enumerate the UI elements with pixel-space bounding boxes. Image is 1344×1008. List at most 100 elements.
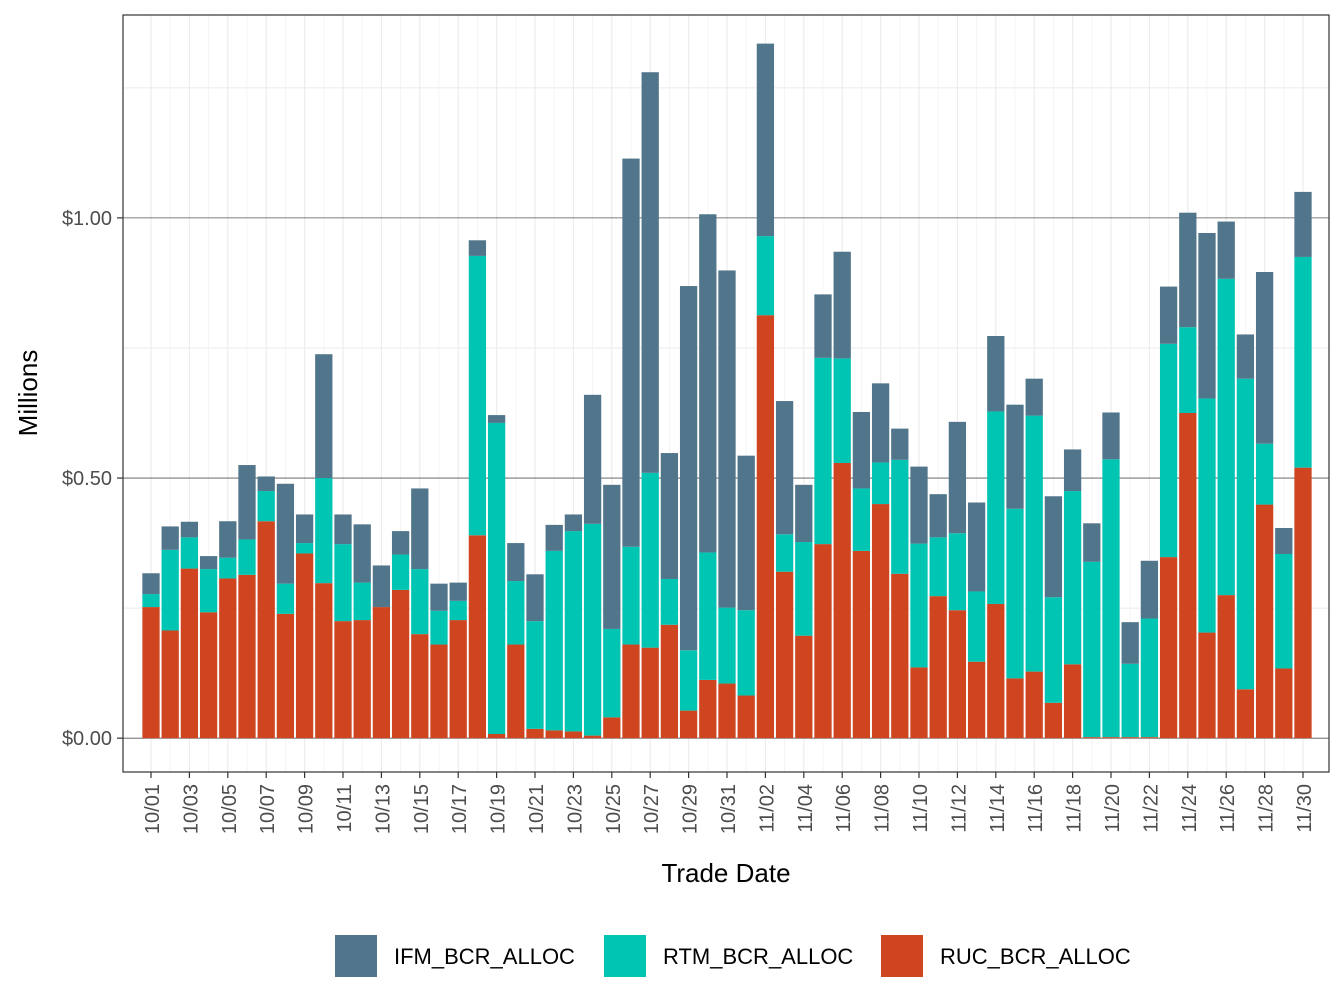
bar-rtm-bcr-alloc-10-28 <box>660 578 679 625</box>
bar-ifm-bcr-alloc-10-30 <box>699 214 717 553</box>
bar-ruc-bcr-alloc-10-30 <box>699 679 717 739</box>
x-tick-label: 10/29 <box>680 784 702 834</box>
bar-rtm-bcr-alloc-11-13 <box>967 591 986 662</box>
bar-rtm-bcr-alloc-11-03 <box>775 534 794 572</box>
x-tick-label: 10/09 <box>296 784 318 834</box>
bar-ruc-bcr-alloc-11-19 <box>1083 737 1101 739</box>
bar-ruc-bcr-alloc-10-03 <box>180 568 199 739</box>
bar-ruc-bcr-alloc-10-21 <box>526 728 544 739</box>
bar-ruc-bcr-alloc-11-18 <box>1063 664 1082 739</box>
bar-rtm-bcr-alloc-11-07 <box>852 488 871 551</box>
bar-ruc-bcr-alloc-10-10 <box>315 583 333 739</box>
x-tick-label: 11/12 <box>948 784 970 833</box>
bar-rtm-bcr-alloc-11-11 <box>929 537 947 597</box>
bar-ifm-bcr-alloc-11-18 <box>1063 449 1082 492</box>
bar-ruc-bcr-alloc-10-11 <box>334 621 352 739</box>
bar-ifm-bcr-alloc-11-13 <box>967 502 986 592</box>
bar-ifm-bcr-alloc-10-05 <box>219 521 237 558</box>
x-tick-label: 11/26 <box>1217 784 1239 833</box>
bar-ifm-bcr-alloc-11-12 <box>948 421 967 534</box>
bar-ifm-bcr-alloc-10-14 <box>391 531 410 555</box>
x-tick-label: 10/21 <box>526 784 548 834</box>
x-tick-label: 11/16 <box>1025 784 1047 833</box>
bar-ruc-bcr-alloc-11-12 <box>948 610 967 739</box>
bar-ruc-bcr-alloc-10-02 <box>161 630 179 739</box>
x-tick-label: 10/23 <box>564 784 586 834</box>
bar-rtm-bcr-alloc-10-03 <box>180 537 199 569</box>
bar-rtm-bcr-alloc-11-09 <box>891 459 909 574</box>
bar-ruc-bcr-alloc-11-16 <box>1025 671 1043 739</box>
bar-ruc-bcr-alloc-10-06 <box>238 574 256 739</box>
bar-rtm-bcr-alloc-10-09 <box>295 543 314 554</box>
bar-ruc-bcr-alloc-11-05 <box>814 544 832 739</box>
y-tick-label: $1.00 <box>62 208 112 230</box>
bar-ifm-bcr-alloc-11-02 <box>756 43 775 237</box>
bar-ruc-bcr-alloc-11-25 <box>1198 632 1216 739</box>
bar-rtm-bcr-alloc-11-20 <box>1102 459 1120 738</box>
bar-rtm-bcr-alloc-10-16 <box>430 610 448 645</box>
bar-ifm-bcr-alloc-10-27 <box>641 72 659 473</box>
bar-ifm-bcr-alloc-11-06 <box>833 251 851 359</box>
bar-ruc-bcr-alloc-10-26 <box>622 644 640 739</box>
bar-ruc-bcr-alloc-11-03 <box>775 571 794 739</box>
bar-rtm-bcr-alloc-11-28 <box>1255 443 1274 505</box>
bar-rtm-bcr-alloc-11-16 <box>1025 415 1043 672</box>
bar-rtm-bcr-alloc-11-14 <box>987 411 1005 604</box>
bar-ifm-bcr-alloc-10-04 <box>199 556 218 570</box>
bar-ruc-bcr-alloc-10-17 <box>449 620 467 739</box>
x-tick-label: 10/07 <box>257 784 279 834</box>
bar-ruc-bcr-alloc-10-09 <box>295 553 314 739</box>
bar-ruc-bcr-alloc-11-26 <box>1217 595 1235 739</box>
bar-ifm-bcr-alloc-10-03 <box>180 521 199 538</box>
bar-ifm-bcr-alloc-11-10 <box>910 466 928 544</box>
x-tick-label: 10/27 <box>641 784 663 834</box>
bar-ruc-bcr-alloc-11-28 <box>1255 504 1274 739</box>
bar-rtm-bcr-alloc-10-25 <box>603 628 621 718</box>
x-axis-ticks: 10/01 10/03 10/05 10/07 10/09 10/11 10/13 10/15… <box>142 772 1316 834</box>
legend-label: RUC_BCR_ALLOC <box>940 944 1131 969</box>
bar-rtm-bcr-alloc-10-01 <box>142 594 160 608</box>
bar-ruc-bcr-alloc-10-14 <box>391 589 410 739</box>
x-tick-label: 11/20 <box>1102 784 1124 833</box>
x-tick-label: 10/15 <box>411 784 433 834</box>
bar-rtm-bcr-alloc-11-23 <box>1159 343 1178 558</box>
bar-ifm-bcr-alloc-10-19 <box>487 415 506 423</box>
bar-ifm-bcr-alloc-10-01 <box>142 573 160 595</box>
bar-ifm-bcr-alloc-11-20 <box>1102 412 1120 460</box>
x-tick-label: 11/10 <box>910 784 932 833</box>
bar-rtm-bcr-alloc-10-30 <box>699 552 717 680</box>
bar-rtm-bcr-alloc-11-22 <box>1140 618 1159 738</box>
bar-ruc-bcr-alloc-11-21 <box>1121 737 1139 739</box>
bar-ifm-bcr-alloc-11-22 <box>1140 560 1159 619</box>
bar-ifm-bcr-alloc-11-05 <box>814 294 832 358</box>
bar-ruc-bcr-alloc-11-15 <box>1006 678 1024 739</box>
bar-ifm-bcr-alloc-11-21 <box>1121 622 1139 664</box>
bar-ifm-bcr-alloc-11-25 <box>1198 232 1216 399</box>
bar-ifm-bcr-alloc-11-15 <box>1006 404 1024 509</box>
bar-ifm-bcr-alloc-10-17 <box>449 582 467 601</box>
x-tick-label: 11/18 <box>1064 784 1086 833</box>
x-tick-label: 11/02 <box>756 784 778 833</box>
bar-ifm-bcr-alloc-10-16 <box>430 583 448 611</box>
legend-label: RTM_BCR_ALLOC <box>663 944 853 969</box>
bar-ifm-bcr-alloc-10-26 <box>622 158 640 547</box>
bar-ruc-bcr-alloc-11-20 <box>1102 737 1120 739</box>
bar-ruc-bcr-alloc-10-05 <box>219 578 237 739</box>
bar-rtm-bcr-alloc-10-23 <box>564 531 583 732</box>
x-tick-label: 10/25 <box>603 784 625 834</box>
bar-rtm-bcr-alloc-10-10 <box>315 478 333 584</box>
x-tick-label: 11/06 <box>833 784 855 833</box>
bar-rtm-bcr-alloc-11-01 <box>737 610 755 696</box>
bar-ruc-bcr-alloc-10-24 <box>583 735 602 739</box>
bar-ifm-bcr-alloc-10-29 <box>679 286 698 651</box>
bar-rtm-bcr-alloc-10-06 <box>238 539 256 575</box>
bar-ifm-bcr-alloc-11-03 <box>775 401 794 535</box>
bar-ruc-bcr-alloc-11-27 <box>1236 689 1255 739</box>
x-tick-label: 10/03 <box>180 784 202 834</box>
bar-rtm-bcr-alloc-11-29 <box>1275 554 1293 669</box>
bar-rtm-bcr-alloc-11-06 <box>833 358 851 463</box>
bar-rtm-bcr-alloc-10-07 <box>257 491 275 522</box>
bar-ifm-bcr-alloc-10-21 <box>526 574 544 622</box>
bar-ruc-bcr-alloc-10-31 <box>718 683 736 739</box>
